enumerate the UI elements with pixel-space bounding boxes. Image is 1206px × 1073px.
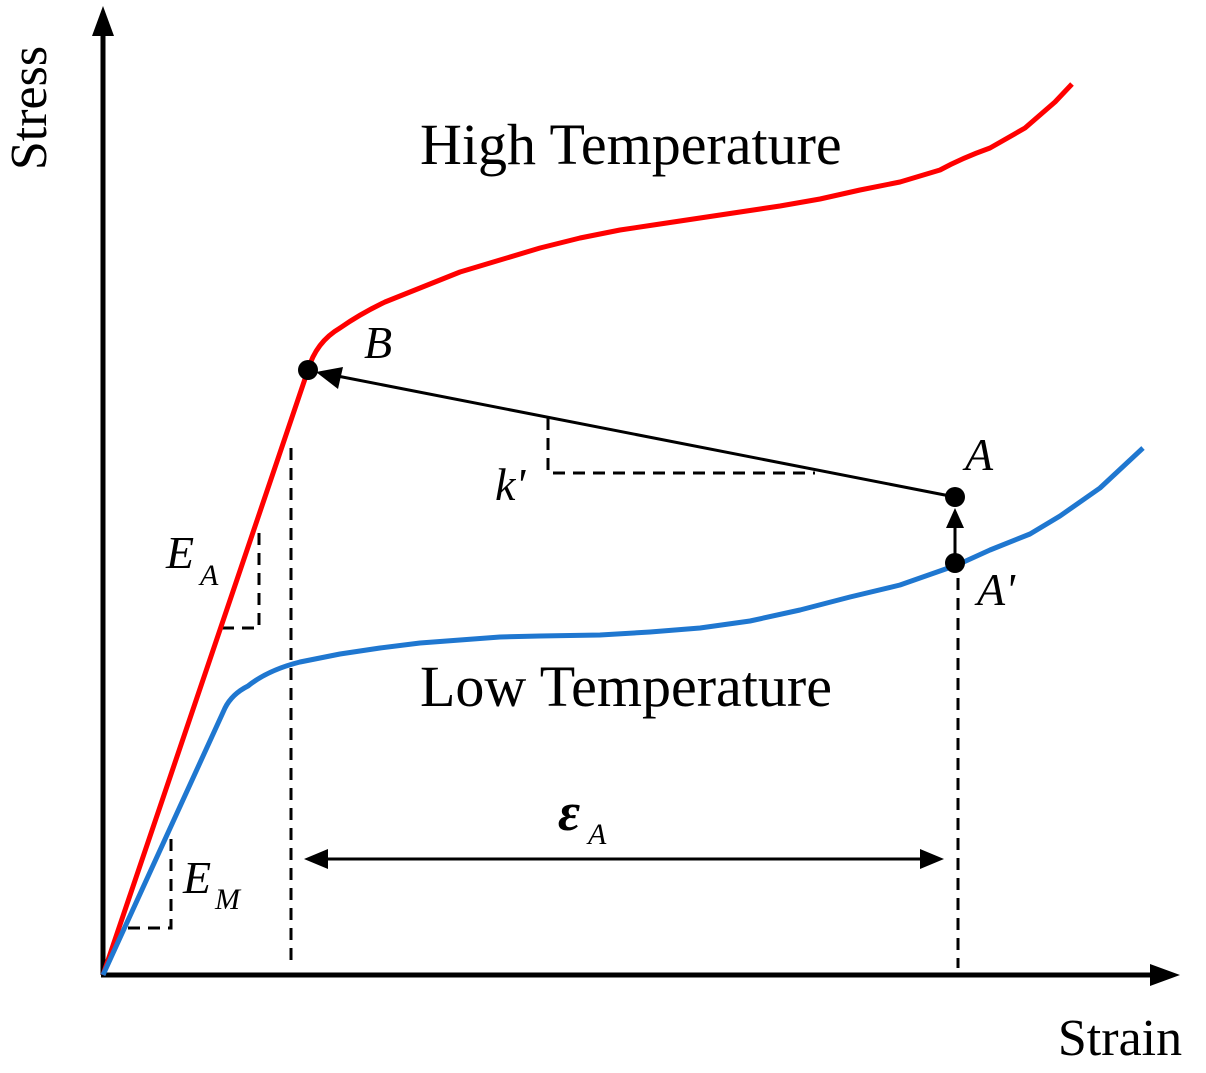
x-axis-label: Strain <box>1058 1010 1182 1067</box>
epsilon-A-sub: A <box>586 818 607 851</box>
point-A-label: A <box>962 429 994 480</box>
dashed-guides <box>128 418 960 968</box>
E-A-main: E <box>165 527 194 578</box>
high-temperature-curve <box>100 82 1074 976</box>
point-B-marker <box>298 360 318 380</box>
epsilon-arrowhead-left <box>304 849 328 869</box>
epsilon-A-label: ε A <box>558 782 607 851</box>
axes <box>92 6 1180 986</box>
E-M-sub: M <box>214 883 242 916</box>
E-A-label: E A <box>165 527 219 592</box>
point-A-marker <box>945 487 965 507</box>
y-axis-label: Stress <box>1 46 58 170</box>
E-M-label: E M <box>182 852 242 916</box>
low-temperature-curve <box>100 446 1145 977</box>
epsilon-arrowhead-right <box>920 849 944 869</box>
point-A-prime-marker <box>945 553 965 573</box>
point-B-label: B <box>364 317 392 368</box>
arrowhead-B <box>316 367 343 389</box>
y-axis-arrowhead <box>92 6 114 36</box>
slope-triangle-EM <box>128 835 173 930</box>
slope-k-label: k' <box>495 459 526 510</box>
epsilon-A-main: ε <box>558 782 580 842</box>
point-A-prime-label: A' <box>974 564 1016 615</box>
x-axis-arrowhead <box>1150 964 1180 986</box>
E-M-main: E <box>182 852 211 903</box>
arrowhead-A <box>946 508 964 528</box>
arrow-A-to-B <box>321 371 956 499</box>
low-temperature-label: Low Temperature <box>420 654 832 719</box>
slope-triangle-EA <box>222 532 261 630</box>
E-A-sub: A <box>198 559 219 592</box>
high-temperature-label: High Temperature <box>420 112 842 177</box>
